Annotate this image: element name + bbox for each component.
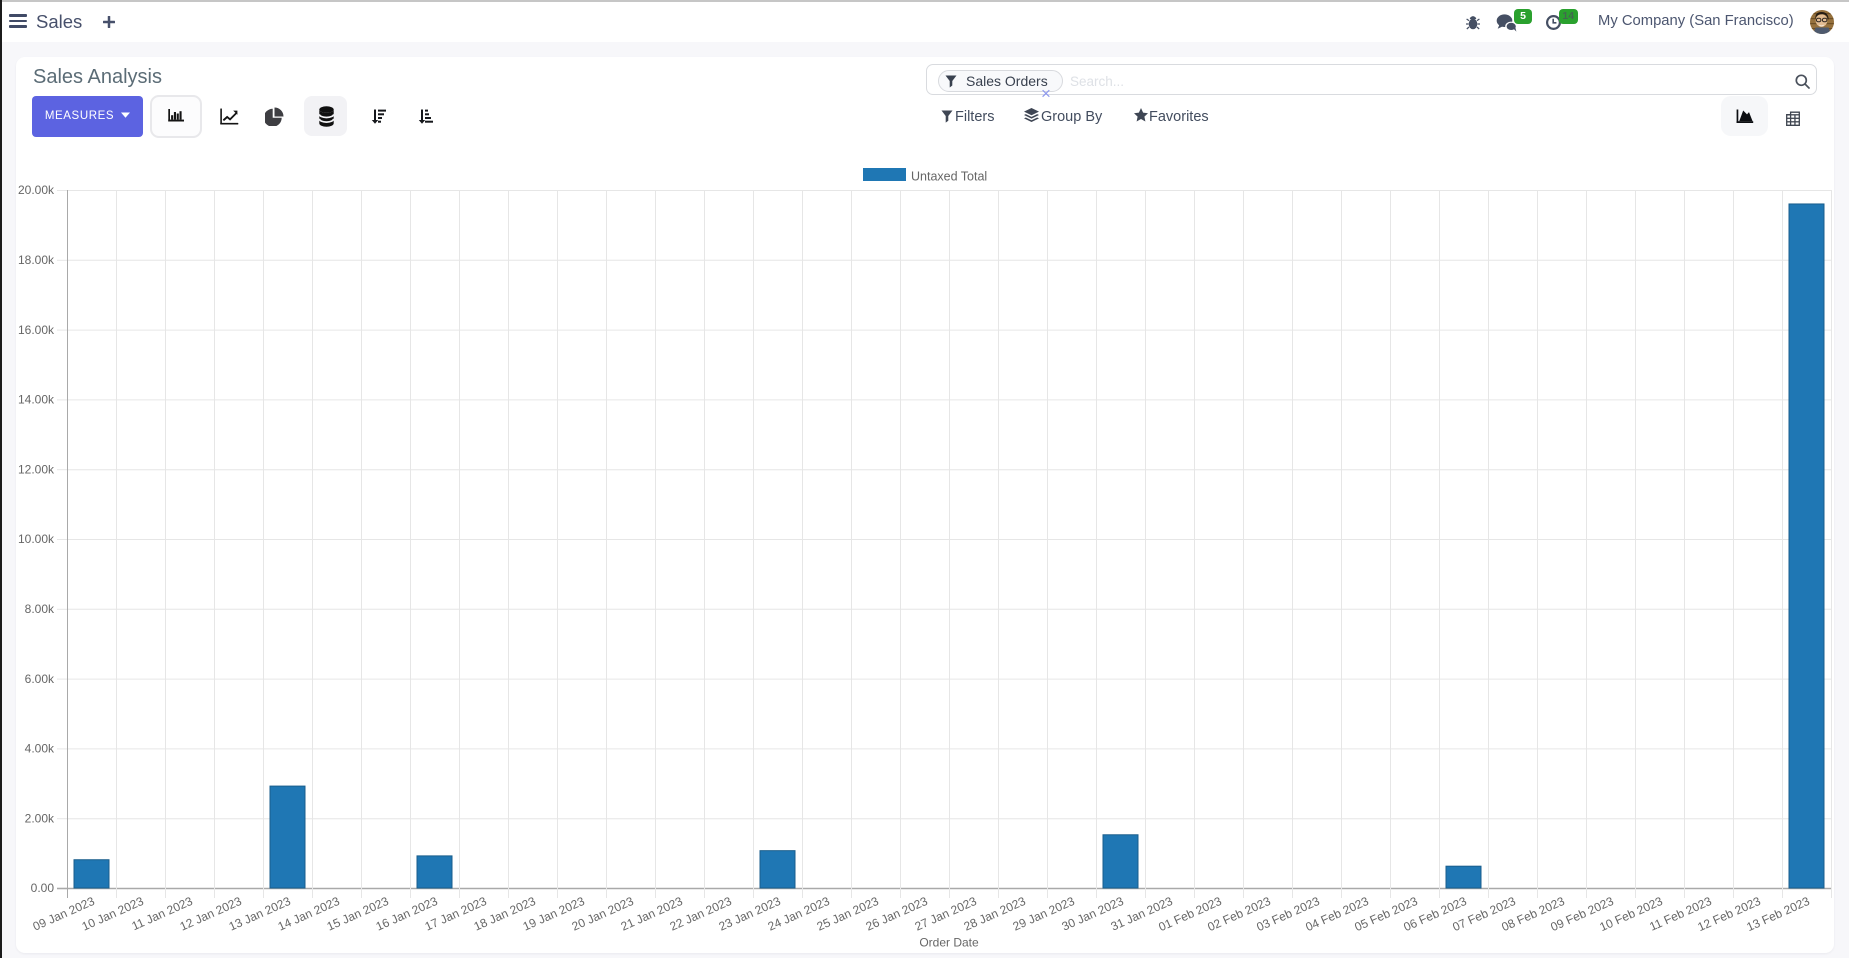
svg-text:18.00k: 18.00k: [18, 253, 55, 267]
svg-text:12.00k: 12.00k: [18, 462, 55, 476]
svg-text:20.00k: 20.00k: [18, 183, 55, 197]
svg-text:2.00k: 2.00k: [25, 811, 55, 825]
svg-text:8.00k: 8.00k: [25, 602, 55, 616]
svg-text:0.00: 0.00: [31, 881, 55, 895]
svg-text:4.00k: 4.00k: [25, 742, 55, 756]
svg-text:Order Date: Order Date: [919, 936, 979, 950]
svg-text:6.00k: 6.00k: [25, 672, 55, 686]
svg-text:16.00k: 16.00k: [18, 323, 55, 337]
svg-text:14.00k: 14.00k: [18, 393, 55, 407]
svg-text:Untaxed Total: Untaxed Total: [911, 170, 987, 184]
svg-text:10.00k: 10.00k: [18, 532, 55, 546]
